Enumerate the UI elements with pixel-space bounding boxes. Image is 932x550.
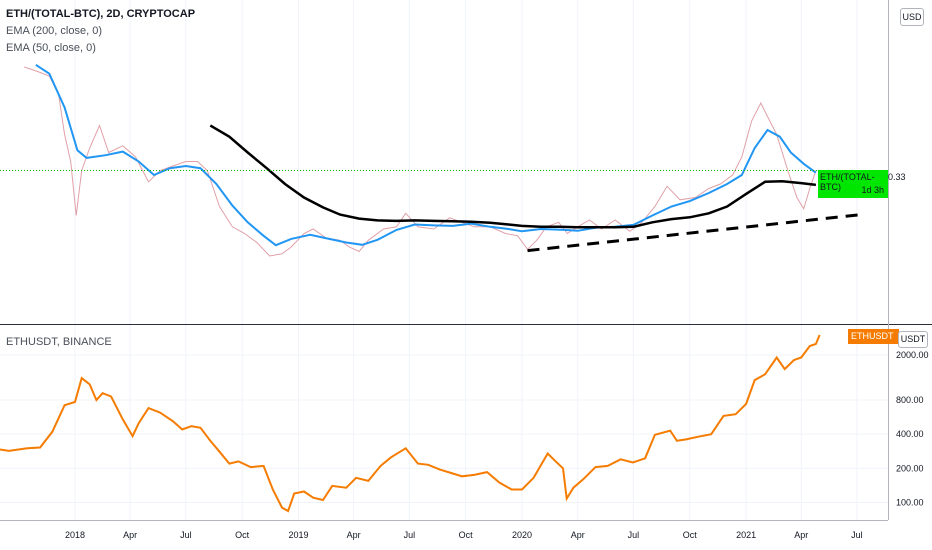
x-tick-label: 2018 xyxy=(65,530,85,540)
ethusdt-line xyxy=(0,334,821,513)
top-legend-symbol[interactable]: ETH/(TOTAL-BTC), 2D, CRYPTOCAP xyxy=(6,8,196,20)
x-tick-label: Apr xyxy=(123,530,137,540)
top-legend-ema200[interactable]: EMA (200, close, 0) xyxy=(6,25,102,37)
y-tick-label: 400.00 xyxy=(896,429,924,439)
last-price-value: 0.33 xyxy=(888,172,906,182)
y-tick-label: 100.00 xyxy=(896,497,924,507)
currency-button-usd[interactable]: USD xyxy=(900,8,924,26)
ethusdt-price-tag: ETHUSDT xyxy=(848,329,899,344)
top-pane-series xyxy=(0,63,888,257)
x-tick-label: Jul xyxy=(851,530,863,540)
ema200-line xyxy=(209,124,817,229)
support-trendline xyxy=(527,213,862,253)
x-tick-label: Jul xyxy=(180,530,192,540)
x-tick-label: 2021 xyxy=(736,530,756,540)
last-price-tag: ETH/(TOTAL-BTC) 1d 3h xyxy=(818,170,888,198)
currency-button-usdt[interactable]: USDT xyxy=(898,331,928,348)
x-tick-label: Jul xyxy=(404,530,416,540)
x-tick-label: 2020 xyxy=(512,530,532,540)
x-tick-label: Jul xyxy=(628,530,640,540)
bottom-pane-series xyxy=(0,334,821,513)
top-legend-ema50[interactable]: EMA (50, close, 0) xyxy=(6,42,96,54)
ema50-line xyxy=(35,63,817,247)
x-tick-label: Oct xyxy=(459,530,474,540)
grid xyxy=(0,0,888,520)
x-tick-label: Apr xyxy=(794,530,808,540)
x-tick-label: Apr xyxy=(347,530,361,540)
y-tick-label: 2000.00 xyxy=(896,350,929,360)
price-series-line xyxy=(24,66,817,257)
x-tick-label: Oct xyxy=(235,530,250,540)
bottom-legend-symbol[interactable]: ETHUSDT, BINANCE xyxy=(6,336,112,348)
x-tick-label: 2019 xyxy=(288,530,308,540)
x-tick-label: Oct xyxy=(683,530,698,540)
y-tick-label: 200.00 xyxy=(896,463,924,473)
y-tick-label: 800.00 xyxy=(896,395,924,405)
countdown-label: 1d 3h xyxy=(861,185,884,195)
x-tick-label: Apr xyxy=(571,530,585,540)
last-price-tag-label: ETH/(TOTAL-BTC) xyxy=(820,172,875,192)
